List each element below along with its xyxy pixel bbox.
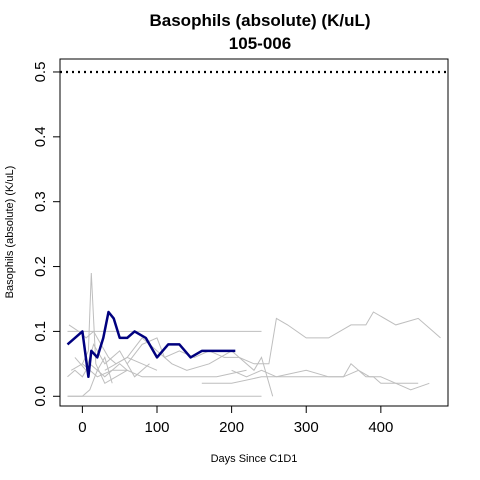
plot-frame (59, 58, 449, 407)
background-series-line (231, 369, 430, 391)
x-axis: 0 100 200 300 400 (78, 405, 393, 436)
x-tick-label: 400 (368, 419, 393, 436)
y-tick-label: 0.3 (32, 191, 49, 212)
background-series-line (70, 272, 128, 385)
y-tick-label: 0.4 (32, 126, 49, 147)
y-tick-label: 0.1 (32, 321, 49, 342)
x-tick-label: 100 (144, 419, 169, 436)
background-series-line (104, 337, 274, 397)
x-tick-label: 300 (294, 419, 319, 436)
background-series-line (74, 343, 150, 378)
x-axis-label: Days Since C1D1 (211, 453, 298, 465)
chart-subtitle: 105-006 (229, 34, 291, 53)
highlight-series-line (66, 310, 236, 379)
background-series-group (67, 272, 441, 397)
background-series-line (82, 363, 247, 378)
x-tick-label: 200 (219, 419, 244, 436)
chart-title: Basophils (absolute) (K/uL) (150, 11, 371, 30)
y-axis: 0.0 0.1 0.2 0.3 0.4 0.5 (32, 62, 61, 407)
y-tick-label: 0.2 (32, 256, 49, 277)
y-tick-label: 0.5 (32, 62, 49, 83)
y-tick-label: 0.0 (32, 386, 49, 407)
x-tick-label: 0 (78, 419, 86, 436)
background-series-line (126, 311, 441, 365)
background-series-line (201, 363, 419, 384)
y-axis-label: Basophils (absolute) (K/uL) (4, 166, 16, 299)
